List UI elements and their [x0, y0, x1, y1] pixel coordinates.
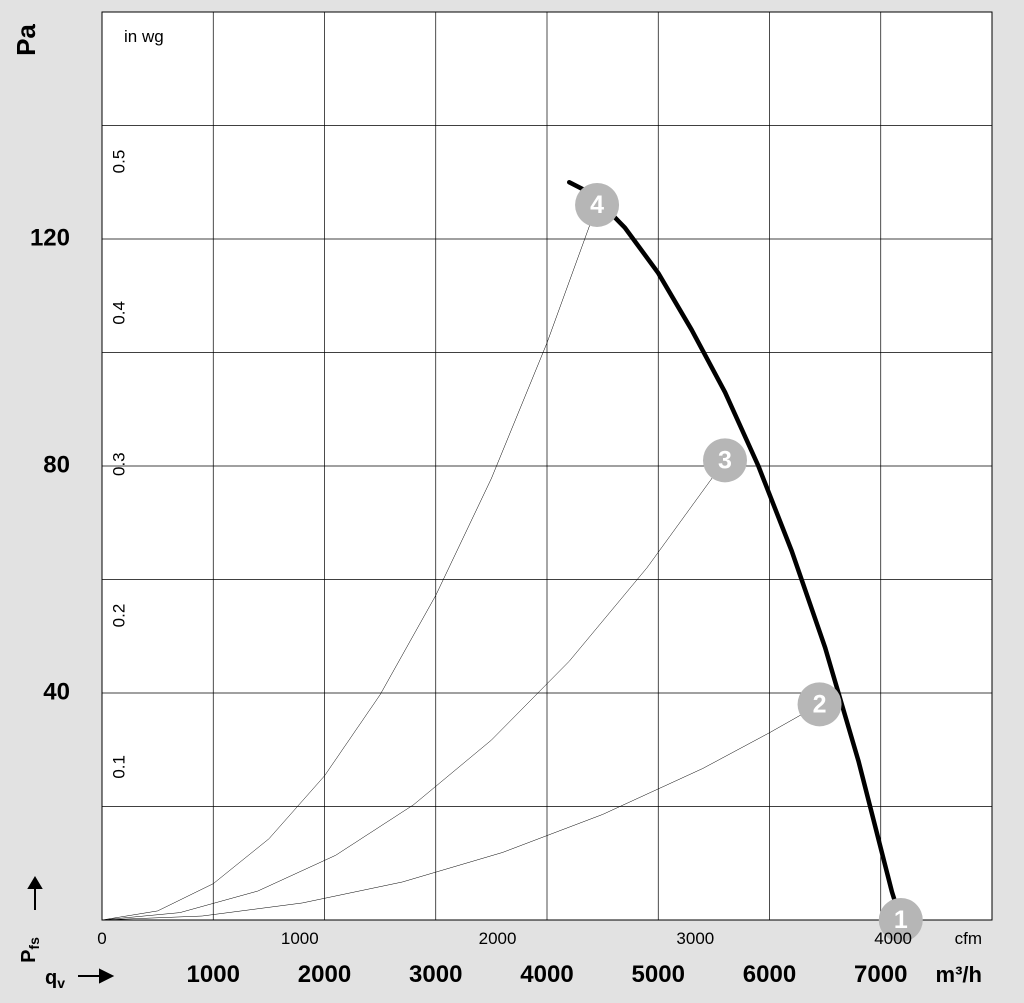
y-axis-inwg-label: in wg — [124, 27, 164, 46]
x-axis-m3h-label: m³/h — [936, 962, 982, 987]
svg-text:6000: 6000 — [743, 961, 796, 988]
svg-text:80: 80 — [43, 451, 70, 478]
svg-text:7000: 7000 — [854, 961, 907, 988]
svg-text:0.3: 0.3 — [109, 452, 128, 476]
svg-text:4: 4 — [590, 191, 604, 219]
svg-text:1000: 1000 — [281, 929, 319, 948]
fan-curve-chart: 12340.10.20.30.40.5in wg0100020003000400… — [0, 0, 1024, 1003]
svg-text:0: 0 — [97, 929, 106, 948]
svg-text:0.4: 0.4 — [109, 301, 128, 325]
svg-text:1000: 1000 — [187, 961, 240, 988]
svg-text:2000: 2000 — [298, 961, 351, 988]
svg-text:2000: 2000 — [479, 929, 517, 948]
svg-text:120: 120 — [30, 224, 70, 251]
svg-text:3: 3 — [718, 446, 732, 474]
svg-text:0.5: 0.5 — [109, 150, 128, 174]
svg-text:4000: 4000 — [520, 961, 573, 988]
svg-text:4000: 4000 — [874, 929, 912, 948]
svg-text:40: 40 — [43, 678, 70, 705]
y-axis-pa-label: Pa — [11, 24, 41, 56]
svg-text:0.1: 0.1 — [109, 755, 128, 779]
svg-text:5000: 5000 — [632, 961, 685, 988]
chart-svg: 12340.10.20.30.40.5in wg0100020003000400… — [0, 0, 1024, 1003]
svg-text:2: 2 — [813, 690, 827, 718]
x-axis-cfm-label: cfm — [955, 929, 982, 948]
svg-text:3000: 3000 — [676, 929, 714, 948]
svg-text:3000: 3000 — [409, 961, 462, 988]
svg-text:0.2: 0.2 — [109, 604, 128, 628]
